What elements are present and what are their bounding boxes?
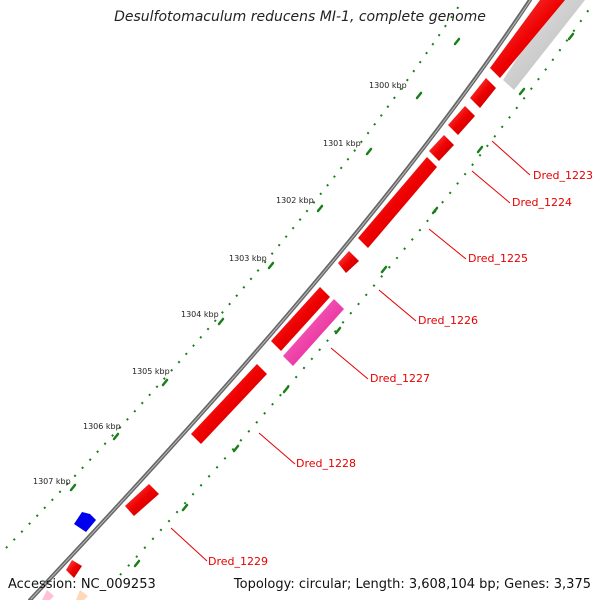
gene-label-1224: Dred_1224 (512, 196, 572, 209)
gene-label-1226: Dred_1226 (418, 314, 478, 327)
tick-label-1305: 1305 kbp (132, 367, 170, 376)
gene-arrow-1227 (271, 287, 330, 351)
tick-label-1304: 1304 kbp (181, 310, 219, 319)
genome-summary-text: Topology: circular; Length: 3,608,104 bp… (233, 577, 591, 592)
gene-features (42, 0, 585, 600)
gene-arrow-1229 (125, 484, 159, 516)
gene-label-1228: Dred_1228 (296, 457, 356, 470)
gene-arrow-1228 (191, 364, 267, 444)
gene-labels: Dred_1223 Dred_1224 Dred_1225 Dred_1226 … (208, 169, 593, 568)
inner-ticks (133, 32, 575, 568)
gene-arrow-1227-pink (283, 299, 344, 366)
map-title: Desulfotomaculum reducens MI-1, complete… (114, 9, 486, 25)
genome-backbone (28, 0, 532, 600)
gene-arrow-bottom-pink (42, 590, 54, 600)
accession-text: Accession: NC_009253 (8, 577, 156, 592)
kbp-labels: 1300 kbp 1301 kbp 1302 kbp 1303 kbp 1304… (33, 81, 407, 486)
gene-arrow-top (490, 0, 565, 78)
gene-grey-arrow (503, 0, 585, 90)
tick-label-1303: 1303 kbp (229, 254, 267, 263)
label-leaders (170, 140, 531, 562)
gene-arrow-1225a (429, 135, 454, 161)
tick-label-1307: 1307 kbp (33, 477, 71, 486)
gene-label-1227: Dred_1227 (370, 372, 430, 385)
gene-arrow-bottom (66, 560, 82, 578)
gene-arrow-1224 (448, 106, 475, 135)
tick-label-1302: 1302 kbp (276, 196, 314, 205)
tick-label-1301: 1301 kbp (323, 139, 361, 148)
gene-arrow-blue (74, 512, 96, 532)
gene-label-1223: Dred_1223 (533, 169, 593, 182)
tick-label-1306: 1306 kbp (83, 422, 121, 431)
gene-label-1229: Dred_1229 (208, 555, 268, 568)
major-ticks (69, 37, 461, 492)
gene-arrow-1225 (358, 157, 437, 248)
gene-arrow-bottom-peach (76, 590, 88, 600)
gene-arrow-1226 (338, 251, 359, 273)
gene-label-1225: Dred_1225 (468, 252, 528, 265)
gene-arrow-1223 (470, 78, 496, 108)
tick-label-1300: 1300 kbp (369, 81, 407, 90)
